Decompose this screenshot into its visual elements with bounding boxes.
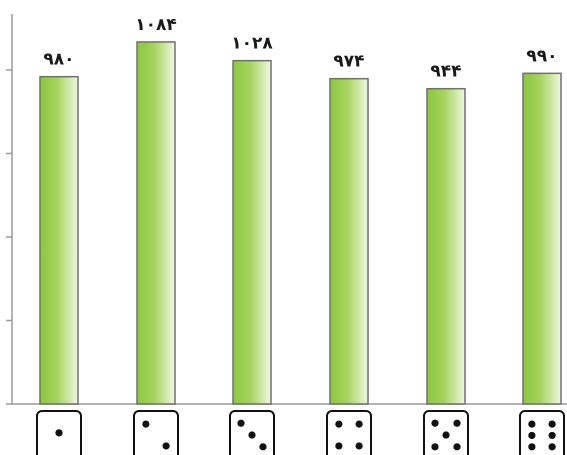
die-face-4-icon — [326, 410, 372, 455]
die-pip — [528, 431, 536, 440]
bar-3 — [232, 59, 272, 405]
bars — [39, 41, 562, 405]
axes — [6, 14, 567, 405]
x-axis-dice — [36, 410, 565, 455]
bar-5 — [426, 87, 466, 405]
die-border — [326, 410, 372, 455]
die-pip — [355, 420, 363, 428]
die-pip — [142, 420, 150, 428]
bar-value-label: ۱۰۸۴ — [135, 15, 177, 35]
die-pip — [237, 419, 245, 427]
die-pip — [335, 420, 343, 428]
die-face-6-icon — [519, 410, 565, 455]
die-pip — [453, 419, 461, 427]
die-pip — [248, 431, 256, 439]
die-pip — [355, 442, 363, 450]
die-pip — [528, 420, 536, 428]
die-face-2-icon — [133, 410, 179, 455]
die-border — [133, 410, 179, 455]
die-border — [519, 410, 565, 455]
die-pip — [335, 442, 343, 450]
die-pip — [548, 420, 556, 428]
die-face-5-icon — [423, 410, 469, 455]
die-pip — [548, 443, 556, 451]
die-pip — [548, 431, 556, 440]
die-pip — [259, 443, 267, 451]
bar-value-label: ۹۷۴ — [333, 52, 364, 72]
bar-4 — [329, 77, 369, 405]
value-labels: ۹۸۰ ۱۰۸۴ ۱۰۲۸ ۹۷۴ ۹۴۴ ۹۹۰ — [43, 15, 557, 82]
die-pip — [528, 443, 536, 451]
die-face-3-icon — [229, 410, 275, 455]
die-pip — [162, 442, 170, 450]
bar-value-label: ۹۴۴ — [430, 62, 461, 82]
die-face-1-icon — [36, 410, 82, 455]
bar-value-label: ۹۸۰ — [43, 50, 74, 70]
bar-1 — [39, 75, 79, 405]
bar-6 — [522, 72, 562, 405]
bar-value-label: ۱۰۲۸ — [231, 34, 273, 54]
die-pip — [453, 443, 461, 451]
die-pip — [431, 443, 439, 451]
bar-2 — [136, 41, 176, 405]
die-pip — [55, 429, 63, 437]
die-pip — [431, 419, 439, 427]
die-pip — [442, 431, 450, 439]
bar-value-label: ۹۹۰ — [526, 46, 557, 66]
